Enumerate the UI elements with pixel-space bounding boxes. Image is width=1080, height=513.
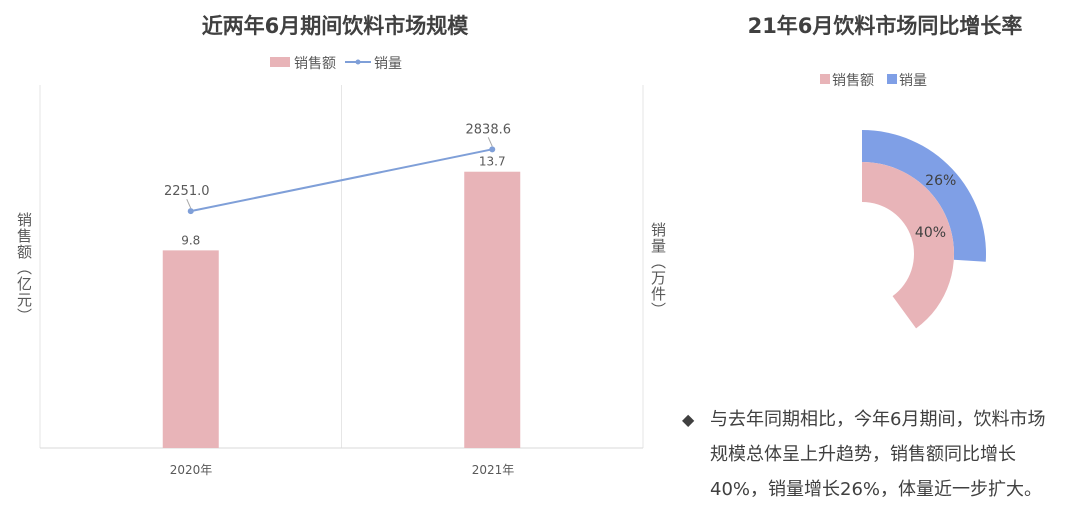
legend-label-volume: 销量 xyxy=(374,56,402,72)
x-tick-2020: 2020年 xyxy=(169,463,213,477)
legend-swatch-sales-2 xyxy=(820,74,830,84)
x-tick-2021: 2021年 xyxy=(471,463,515,477)
legend-swatch-volume-2 xyxy=(887,74,897,84)
bar-2020年 xyxy=(162,250,219,448)
y-axis-label-left: 销售额（亿元） xyxy=(15,212,33,324)
line-point-2021年 xyxy=(489,146,496,153)
bar-2021年 xyxy=(464,171,521,448)
legend-swatch-volume xyxy=(345,59,371,65)
line-value-label: 2838.6 xyxy=(466,122,512,137)
summary-note: ◆ 与去年同期相比，今年6月期间，饮料市场规模总体呈上升趋势，销售额同比增长40… xyxy=(682,402,1062,507)
legend-label-volume-2: 销量 xyxy=(899,73,927,89)
line-value-label: 2251.0 xyxy=(164,184,210,199)
bar-value-label: 9.8 xyxy=(181,233,200,247)
note-text: 与去年同期相比，今年6月期间，饮料市场规模总体呈上升趋势，销售额同比增长40%，… xyxy=(710,409,1046,500)
right-chart-title: 21年6月饮料市场同比增长率 xyxy=(747,14,1023,38)
line-series-volume xyxy=(190,148,493,213)
ring-销量 xyxy=(862,130,986,262)
legend-label-sales: 销售额 xyxy=(294,56,336,72)
ring-销售额 xyxy=(862,162,955,329)
y-axis-label-right: 销量（万件） xyxy=(649,222,667,318)
line-label-leader xyxy=(186,198,192,209)
note-bullet-icon: ◆ xyxy=(682,410,695,429)
line-point-2020年 xyxy=(187,208,194,215)
bar-value-label: 13.7 xyxy=(479,155,506,169)
left-chart-title: 近两年6月期间饮料市场规模 xyxy=(201,14,469,38)
line-label-leader xyxy=(487,137,493,147)
ring-value-label: 26% xyxy=(925,173,956,189)
legend-swatch-sales xyxy=(270,57,290,67)
legend-label-sales-2: 销售额 xyxy=(832,73,874,89)
ring-value-label: 40% xyxy=(915,225,946,241)
